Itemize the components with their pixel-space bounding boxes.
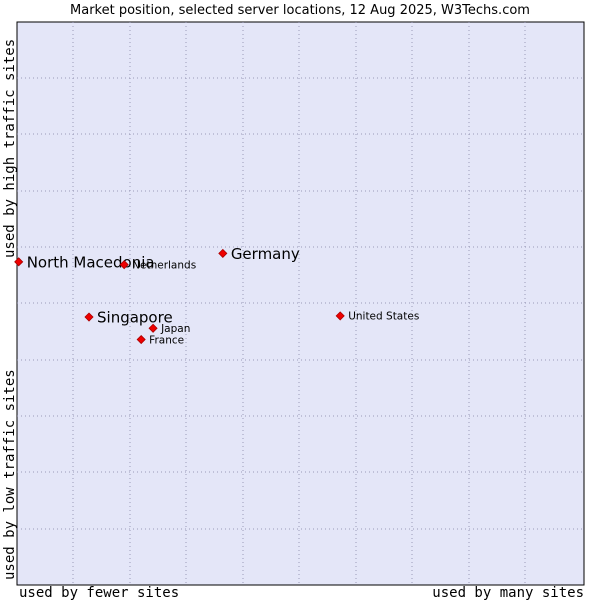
point-label-singapore: Singapore [97,309,173,327]
point-marker-netherlands [119,260,129,270]
point-label-germany: Germany [231,245,300,263]
y-axis-label-high: used by high traffic sites [2,39,18,258]
x-axis-label-low: used by fewer sites [19,585,179,600]
data-points: North MacedoniaNetherlandsGermanySingapo… [14,245,419,346]
point-marker-united-states [335,311,345,321]
data-point-france: France [136,334,184,346]
point-label-japan: Japan [160,323,190,335]
point-marker-germany [218,248,228,258]
data-point-singapore: Singapore [84,309,173,327]
point-marker-north-macedonia [14,257,24,267]
point-label-france: France [149,334,184,346]
chart-title: Market position, selected server locatio… [70,3,530,18]
plot-area [16,21,585,586]
y-axis-label-low: used by low traffic sites [2,369,18,580]
point-label-united-states: United States [348,311,419,323]
x-axis-label-high: used by many sites [432,585,584,600]
data-point-united-states: United States [335,311,419,323]
data-point-germany: Germany [218,245,300,263]
data-point-netherlands: Netherlands [119,259,196,271]
point-marker-japan [148,323,158,333]
point-label-netherlands: Netherlands [132,259,196,271]
point-marker-france [136,334,146,345]
data-point-japan: Japan [148,323,190,335]
point-marker-singapore [84,312,94,322]
grid-lines [17,22,584,585]
